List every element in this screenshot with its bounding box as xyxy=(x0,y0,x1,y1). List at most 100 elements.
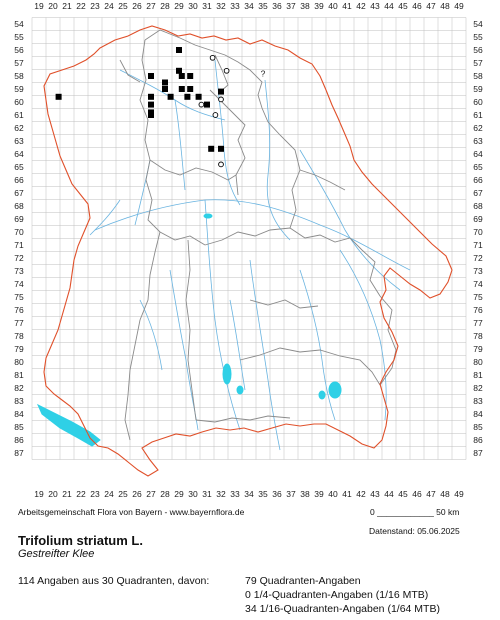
x-tick-label: 38 xyxy=(300,489,310,499)
x-tick-label: 49 xyxy=(454,1,464,11)
x-tick-label: 33 xyxy=(230,1,240,11)
x-tick-label: 47 xyxy=(426,1,436,11)
y-tick-label: 81 xyxy=(473,370,483,380)
x-tick-label: 34 xyxy=(244,1,254,11)
record-filled-marker xyxy=(195,93,202,100)
y-tick-label: 84 xyxy=(473,409,483,419)
species-common-name: Gestreifter Klee xyxy=(18,548,95,560)
x-tick-label: 48 xyxy=(440,489,450,499)
x-tick-label: 42 xyxy=(356,489,366,499)
y-tick-label: 87 xyxy=(14,448,24,458)
uncertain-record-marker: ? xyxy=(261,68,266,78)
x-tick-label: 28 xyxy=(160,1,170,11)
y-tick-label: 79 xyxy=(14,344,24,354)
x-axis-bottom-labels: 19 20 21 22 23 24 25 26 27 28 29 30 31 32 33 34 35 36 37 38… xyxy=(34,489,464,499)
y-tick-label: 59 xyxy=(14,84,24,94)
y-tick-label: 68 xyxy=(14,201,24,211)
y-tick-label: 60 xyxy=(473,97,483,107)
scale-bar: 0 ____________ 50 km xyxy=(370,507,460,517)
x-tick-label: 19 xyxy=(34,489,44,499)
x-tick-label: 43 xyxy=(370,489,380,499)
y-tick-label: 86 xyxy=(14,435,24,445)
x-tick-label: 39 xyxy=(314,1,324,11)
x-tick-label: 30 xyxy=(188,1,198,11)
y-tick-label: 69 xyxy=(473,214,483,224)
record-filled-marker xyxy=(178,86,185,92)
record-open-marker xyxy=(218,161,224,168)
y-tick-label: 71 xyxy=(473,240,483,250)
x-tick-label: 44 xyxy=(384,1,394,11)
x-tick-label: 29 xyxy=(174,1,184,11)
y-tick-label: 75 xyxy=(473,292,483,302)
x-tick-label: 43 xyxy=(370,1,380,11)
x-tick-label: 22 xyxy=(76,1,86,11)
y-tick-label: 59 xyxy=(473,84,483,94)
x-tick-label: 41 xyxy=(342,489,352,499)
record-filled-marker xyxy=(204,101,210,108)
y-tick-label: 80 xyxy=(473,357,483,367)
species-records: ? xyxy=(55,47,266,168)
x-tick-label: 30 xyxy=(188,489,198,499)
y-tick-label: 81 xyxy=(14,370,24,380)
y-tick-label: 62 xyxy=(473,123,483,133)
y-axis-left-labels: 54 55 56 57 58 59 60 61 62 63 64 65 66 67 68 69 70 71 72 73… xyxy=(14,19,24,458)
x-tick-label: 24 xyxy=(104,1,114,11)
y-tick-label: 65 xyxy=(14,162,24,172)
x-tick-label: 23 xyxy=(90,489,100,499)
record-filled-marker xyxy=(148,101,154,108)
summary-sixteenth: 34 1/16-Quadranten-Angaben (1/64 MTB) xyxy=(245,603,440,615)
y-tick-label: 57 xyxy=(14,58,24,68)
record-filled-marker xyxy=(176,67,182,74)
data-date: Datenstand: 05.06.2025 xyxy=(369,526,460,536)
y-tick-label: 77 xyxy=(473,318,483,328)
x-tick-label: 31 xyxy=(202,1,212,11)
y-tick-label: 66 xyxy=(473,175,483,185)
y-tick-label: 61 xyxy=(14,110,24,120)
y-tick-label: 73 xyxy=(14,266,24,276)
x-tick-label: 26 xyxy=(132,1,142,11)
x-tick-label: 46 xyxy=(412,489,422,499)
record-filled-marker xyxy=(55,93,62,100)
y-tick-label: 86 xyxy=(473,435,483,445)
x-axis-top-labels: 19 20 21 22 23 24 25 26 27 28 29 30 31 32 33 34 35 36 37 38… xyxy=(34,1,464,11)
record-filled-marker xyxy=(218,145,224,152)
y-tick-label: 62 xyxy=(14,123,24,133)
x-tick-label: 26 xyxy=(132,489,142,499)
y-tick-label: 67 xyxy=(14,188,24,198)
district-borders xyxy=(119,29,397,441)
x-tick-label: 24 xyxy=(104,489,114,499)
lakes xyxy=(36,213,342,447)
y-tick-label: 83 xyxy=(473,396,483,406)
x-tick-label: 37 xyxy=(286,489,296,499)
record-filled-marker xyxy=(148,93,154,100)
y-tick-label: 56 xyxy=(473,45,483,55)
y-tick-label: 74 xyxy=(14,279,24,289)
y-tick-label: 61 xyxy=(473,110,483,120)
y-tick-label: 82 xyxy=(473,383,483,393)
x-tick-label: 36 xyxy=(272,489,282,499)
y-tick-label: 55 xyxy=(473,32,483,42)
x-tick-label: 42 xyxy=(356,1,366,11)
x-tick-label: 46 xyxy=(412,1,422,11)
y-tick-label: 71 xyxy=(14,240,24,250)
y-tick-label: 72 xyxy=(473,253,483,263)
summary-quadrants: 79 Quadranten-Angaben xyxy=(245,575,361,587)
y-tick-label: 65 xyxy=(473,162,483,172)
x-tick-label: 28 xyxy=(160,489,170,499)
x-tick-label: 21 xyxy=(62,1,72,11)
record-filled-marker xyxy=(148,109,154,116)
species-scientific-name: Trifolium striatum L. xyxy=(18,533,143,548)
x-tick-label: 44 xyxy=(384,489,394,499)
record-filled-marker xyxy=(162,79,168,86)
record-filled-marker xyxy=(178,73,185,79)
distribution-map: 19 20 21 22 23 24 25 26 27 28 29 30 31 32 33 34 35 36 37 38… xyxy=(14,1,483,499)
x-tick-label: 32 xyxy=(216,489,226,499)
credit-line: Arbeitsgemeinschaft Flora von Bayern - w… xyxy=(18,507,245,517)
y-tick-label: 77 xyxy=(14,318,24,328)
grid xyxy=(31,17,467,460)
x-tick-label: 49 xyxy=(454,489,464,499)
record-filled-marker xyxy=(184,93,191,100)
record-open-marker xyxy=(209,54,216,61)
y-tick-label: 70 xyxy=(14,227,24,237)
x-tick-label: 22 xyxy=(76,489,86,499)
